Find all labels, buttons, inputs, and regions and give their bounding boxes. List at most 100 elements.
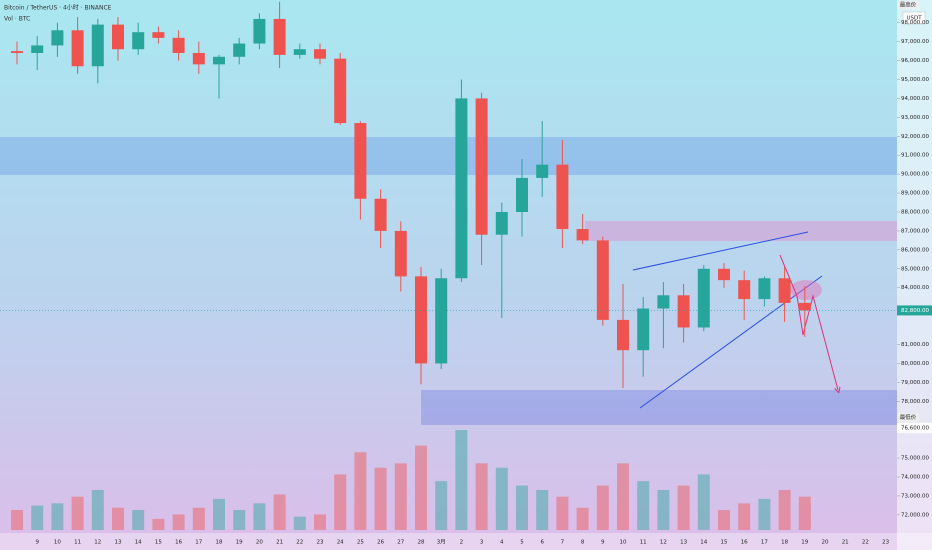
volume-bar xyxy=(738,503,751,530)
y-tick-label: 87,000.00 xyxy=(901,228,929,234)
volume-bar xyxy=(172,514,185,530)
x-tick-label: 3月 xyxy=(437,539,446,546)
candle-body xyxy=(253,18,266,44)
supply-zone xyxy=(585,221,897,241)
volume-bar xyxy=(273,494,286,530)
volume-bar xyxy=(516,485,528,530)
x-tick-label: 15 xyxy=(155,540,162,546)
y-tick-label: 91,000.00 xyxy=(901,153,929,159)
y-tick-label: 93,000.00 xyxy=(901,115,929,121)
candle-body xyxy=(213,56,225,65)
volume-bar xyxy=(91,490,104,530)
volume-bar xyxy=(657,490,670,530)
y-tick-label: 98,000.00 xyxy=(901,20,929,26)
candle-body xyxy=(293,49,306,55)
time-axis xyxy=(0,533,932,550)
price-axis xyxy=(897,0,932,550)
volume-bar xyxy=(576,507,589,530)
volume-bar xyxy=(798,496,811,530)
x-tick-label: 23 xyxy=(882,540,889,546)
y-tick-label: 88,000.00 xyxy=(901,210,929,216)
candle-body xyxy=(172,37,185,53)
volume-bar xyxy=(253,503,266,530)
y-tick-label: 89,000.00 xyxy=(901,191,929,197)
candle-body xyxy=(596,240,609,320)
x-tick-label: 13 xyxy=(115,540,122,546)
x-tick-label: 9 xyxy=(601,540,605,546)
x-tick-label: 16 xyxy=(741,540,748,546)
high-tag: 最高价 xyxy=(900,1,917,9)
x-tick-label: 23 xyxy=(317,540,324,546)
volume-bar xyxy=(536,490,549,530)
x-tick-label: 18 xyxy=(781,540,788,546)
x-tick-label: 19 xyxy=(236,540,243,546)
candle-body xyxy=(91,24,104,67)
candle-body xyxy=(718,268,730,281)
y-tick-label: 74,000.00 xyxy=(901,475,929,481)
candle-body xyxy=(516,177,528,212)
y-tick-label: 81,000.00 xyxy=(901,342,929,348)
x-tick-label: 22 xyxy=(862,540,869,546)
y-tick-label: 97,000.00 xyxy=(901,39,929,45)
candle-body xyxy=(415,276,427,364)
candle-body xyxy=(273,18,286,55)
x-tick-label: 14 xyxy=(135,540,142,546)
candle-body xyxy=(637,308,650,351)
candle-body xyxy=(354,123,367,199)
trend-line xyxy=(632,231,809,271)
x-tick-label: 20 xyxy=(822,540,829,546)
y-tick-label: 75,000.00 xyxy=(901,456,929,462)
volume-bar xyxy=(51,503,64,530)
candle-body xyxy=(697,268,710,328)
y-tick-label: 86,000.00 xyxy=(901,247,929,253)
x-tick-label: 4 xyxy=(500,540,504,546)
volume-bar xyxy=(71,496,84,530)
x-tick-label: 9 xyxy=(35,540,39,546)
candle-body xyxy=(536,164,549,178)
candle-body xyxy=(758,278,771,300)
last-price-label: 82,800.00 xyxy=(901,308,929,314)
x-tick-label: 13 xyxy=(680,540,687,546)
volume-bar xyxy=(354,452,367,530)
candle-body xyxy=(152,32,165,38)
volume-bar xyxy=(233,510,246,530)
low-price-label: 76,600.00 xyxy=(901,425,929,431)
x-tick-label: 21 xyxy=(842,540,849,546)
volume-bar xyxy=(475,463,488,530)
candle-body xyxy=(556,164,569,230)
x-tick-label: 22 xyxy=(296,540,303,546)
candle-body xyxy=(233,43,246,57)
support-zone xyxy=(421,390,897,425)
x-tick-label: 26 xyxy=(377,540,384,546)
low-price-box xyxy=(897,422,932,433)
volume-bar xyxy=(718,510,730,530)
x-tick-label: 8 xyxy=(581,540,585,546)
volume-bar xyxy=(435,481,448,530)
volume-bar xyxy=(677,485,690,530)
y-tick-label: 72,000.00 xyxy=(901,512,929,518)
x-tick-label: 15 xyxy=(721,540,728,546)
y-tick-label: 85,000.00 xyxy=(901,266,929,272)
volume-bar xyxy=(132,510,145,530)
volume-bar xyxy=(31,505,44,530)
candle-body xyxy=(677,295,690,328)
candle-body xyxy=(394,230,407,277)
chart-title: Bitcoin / TetherUS · 4小时 · BINANCE xyxy=(4,4,112,12)
x-tick-label: 7 xyxy=(561,540,565,546)
x-tick-label: 2 xyxy=(460,540,464,546)
low-tag-box xyxy=(897,412,919,422)
volume-bar xyxy=(617,463,629,530)
candle-body xyxy=(617,319,629,351)
currency-box[interactable] xyxy=(902,11,926,25)
candle-body xyxy=(132,32,145,50)
candle-body xyxy=(738,280,751,300)
y-tick-label: 73,000.00 xyxy=(901,493,929,499)
volume-bar xyxy=(596,485,609,530)
y-tick-label: 79,000.00 xyxy=(901,380,929,386)
low-tag: 最低价 xyxy=(900,413,917,421)
candle-body xyxy=(192,53,205,65)
x-tick-label: 11 xyxy=(74,540,81,546)
y-tick-label: 95,000.00 xyxy=(901,77,929,83)
volume-bar xyxy=(11,510,23,530)
